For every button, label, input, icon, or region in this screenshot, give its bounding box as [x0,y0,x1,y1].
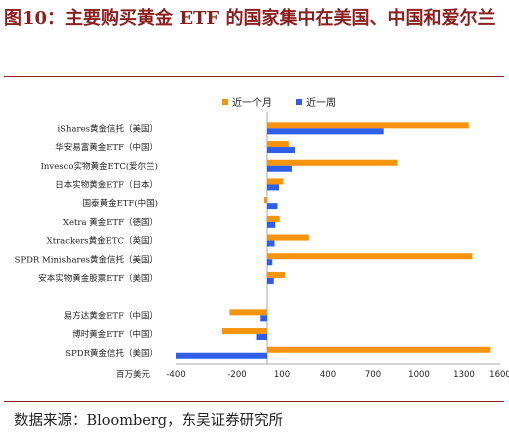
x-tick-label: 1600 [489,370,509,380]
bar-week [267,184,279,191]
x-tick-label: -200 [227,370,246,380]
bar-month [267,141,289,148]
bar-month [267,234,309,241]
bar-month [267,122,469,129]
x-tick-label: 1000 [408,370,430,380]
category-label: Xetra 黄金ETF（德国） [63,217,158,228]
x-tick-label: 700 [365,370,381,380]
bar-week [267,203,278,210]
x-tick-label: 1300 [453,370,475,380]
legend-label-2: 近一周 [306,96,336,109]
bar-week [267,221,276,228]
figure-title: 图10：主要购买黄金 ETF 的国家集中在美国、中国和爱尔兰 [4,8,496,29]
category-label: Invesco实物黄金ETC(爱尔兰) [41,161,158,172]
category-label: SPDR Minishares黄金信托（美国） [15,254,158,265]
bar-month [267,215,280,222]
legend-swatch-2 [296,99,302,105]
bar-week [267,165,292,172]
bar-month [264,197,267,204]
bar-month [267,178,284,185]
category-label: 安本实物黄金股票ETF（美国） [38,273,158,284]
category-label: 博时黄金ETF（中国） [72,329,158,340]
legend-label-1: 近一个月 [232,96,272,109]
x-tick-label: 400 [320,370,336,380]
category-label: 华安易富黄金ETF（中国） [55,142,158,153]
category-label: 易方达黄金ETF（中国） [64,310,158,321]
source-divider [4,401,504,402]
category-label: iShares黄金信托（美国） [57,123,158,134]
title-divider [4,76,504,77]
category-label: 日本实物黄金ETF（日本） [55,179,158,190]
bar-week [176,352,267,359]
category-label: 国泰黄金ETF(中国) [83,198,158,209]
bar-month [267,271,286,278]
bar-week [267,128,384,135]
x-tick-label: -400 [166,370,185,380]
legend-swatch-1 [222,99,228,105]
bar-week [267,259,273,266]
bar-month [221,328,267,335]
bar-month [267,346,491,353]
source-note: 数据来源：Bloomberg，东吴证券研究所 [14,413,284,429]
bar-week [267,277,274,284]
bar-week [267,147,296,154]
category-label: SPDR黄金信托（美国） [65,348,158,359]
x-axis-label: 百万美元 [116,369,151,380]
bar-week [260,315,267,322]
bar-month [267,159,398,166]
x-tick-label: 100 [274,370,290,380]
bar-month [229,309,267,316]
bar-month [267,253,473,260]
category-label: Xtrackers黄金ETC（英国） [47,236,158,247]
bar-week [267,240,275,247]
bar-week [256,334,267,341]
